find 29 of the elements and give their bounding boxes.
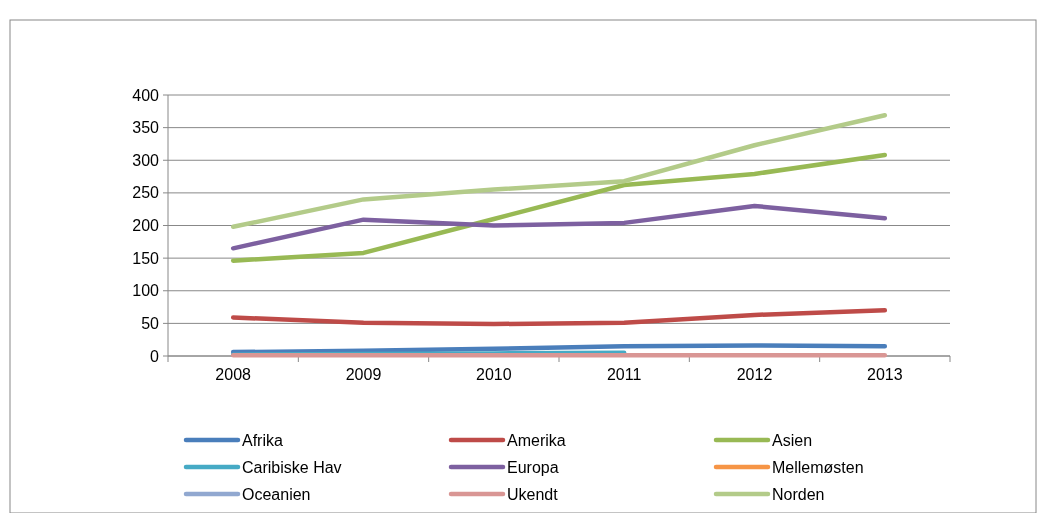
x-tick-label: 2011 xyxy=(606,366,642,383)
legend-label: Caribiske Hav xyxy=(242,458,342,476)
y-tick-label: 100 xyxy=(132,282,160,300)
y-tick-label: 250 xyxy=(132,184,160,202)
legend-label: Mellemøsten xyxy=(772,458,864,476)
line-series xyxy=(230,112,888,230)
y-tick-label: 150 xyxy=(132,249,160,267)
legend-label: Ukendt xyxy=(507,485,559,503)
legend-label: Norden xyxy=(772,485,825,503)
y-tick-label: 0 xyxy=(150,347,160,365)
line-series xyxy=(230,152,888,263)
y-tick-label: 400 xyxy=(132,86,160,104)
line-series xyxy=(230,203,888,251)
x-tick-label: 2013 xyxy=(867,366,903,383)
y-tick-label: 50 xyxy=(141,314,160,332)
x-tick-label: 2012 xyxy=(736,366,773,383)
legend-label: Asien xyxy=(772,431,813,449)
y-tick-label: 300 xyxy=(132,151,160,169)
x-tick-label: 2009 xyxy=(345,366,382,383)
y-tick-label: 200 xyxy=(132,217,160,235)
line-series xyxy=(230,308,888,327)
y-tick-label: 350 xyxy=(132,119,160,137)
legend-label: Oceanien xyxy=(242,485,311,503)
legend-label: Europa xyxy=(507,458,559,476)
x-tick-label: 2008 xyxy=(215,366,252,383)
legend-label: Afrika xyxy=(242,431,283,449)
line-series xyxy=(230,343,888,355)
x-tick-label: 2010 xyxy=(476,366,512,383)
legend-label: Amerika xyxy=(507,431,566,449)
